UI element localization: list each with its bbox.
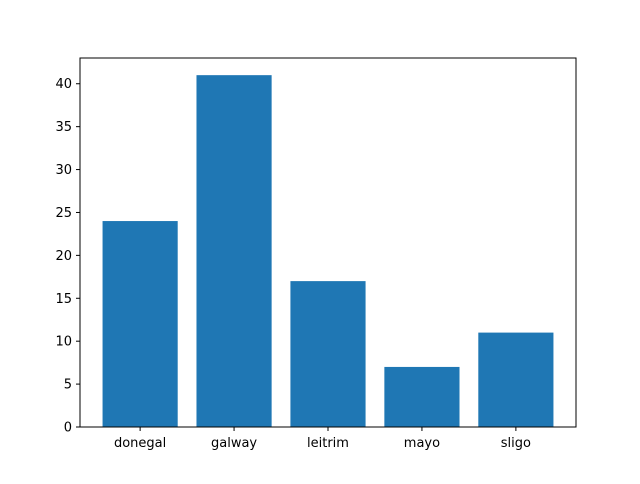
x-tick-label: donegal xyxy=(114,436,166,451)
x-tick-label: sligo xyxy=(501,436,531,451)
x-tick-label: mayo xyxy=(404,436,440,451)
x-tick-label: galway xyxy=(211,436,257,451)
y-axis: 0 5 10 15 20 25 30 35 40 xyxy=(55,77,80,436)
x-tick-label: leitrim xyxy=(307,436,349,451)
bar-donegal xyxy=(102,221,178,427)
y-tick-label: 20 xyxy=(55,249,72,264)
y-tick-label: 25 xyxy=(55,206,72,221)
bar-mayo xyxy=(384,366,460,427)
y-tick-label: 30 xyxy=(55,163,72,178)
bar-galway xyxy=(196,75,272,427)
x-axis: donegal galway leitrim mayo sligo xyxy=(114,427,531,451)
y-tick-label: 40 xyxy=(55,77,72,92)
y-tick-label: 15 xyxy=(55,292,72,307)
bars-layer xyxy=(102,75,554,427)
plot-frame xyxy=(79,57,577,428)
y-tick-label: 35 xyxy=(55,120,72,135)
bar-leitrim xyxy=(290,281,366,427)
bar-sligo xyxy=(478,332,554,427)
y-tick-label: 0 xyxy=(64,421,72,436)
y-tick-label: 5 xyxy=(64,378,72,393)
y-tick-label: 10 xyxy=(55,335,72,350)
